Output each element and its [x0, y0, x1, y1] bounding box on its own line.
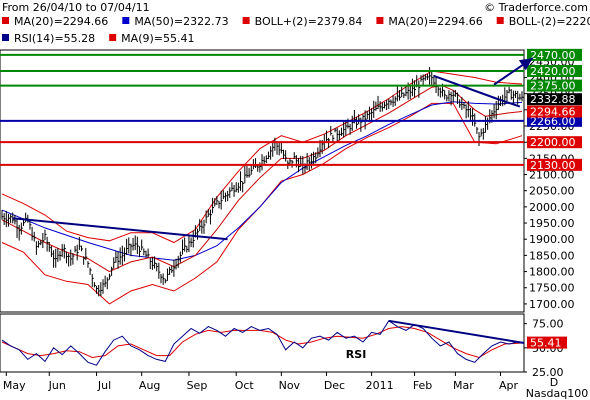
projection-arrow-head	[518, 58, 533, 71]
price-tag-label: 2332.88	[530, 93, 576, 106]
y-tick-label: 1950.00	[529, 217, 575, 230]
legend-swatch	[496, 17, 504, 24]
x-tick-label: Jun	[48, 379, 66, 392]
legend-swatch	[2, 17, 9, 24]
rsi-current-box	[527, 336, 567, 349]
rsi14-line	[1, 320, 523, 366]
rsi-tick-label: 75.00	[532, 318, 564, 331]
rsi-label: RSI	[346, 348, 367, 361]
x-tick-label: Feb	[413, 379, 432, 392]
level-label-box	[527, 114, 582, 127]
y-tick-label: 1850.00	[529, 249, 575, 262]
y-tick-label: 1900.00	[529, 233, 575, 246]
x-tick-label: Jul	[97, 379, 111, 392]
x-axis: May Jun Jul Aug Sep Oct Nov Dec 2011 Feb Mar Apr	[3, 372, 519, 392]
price-tag-box	[527, 105, 582, 118]
legend-entry: RSI(14)=55.28	[14, 32, 95, 45]
price-tag-box	[527, 93, 582, 106]
level-label: 2375.00	[530, 80, 576, 93]
level-label-box	[527, 158, 582, 171]
x-tick-label: May	[3, 379, 26, 392]
y-tick-label: 2000.00	[529, 201, 575, 214]
legend-swatch	[2, 34, 9, 41]
x-tick-label: Oct	[235, 379, 255, 392]
legend-entry: MA(20)=2294.66	[388, 15, 482, 28]
price-plot-area	[0, 49, 525, 313]
indicator-legend-row1: MA(20)=2294.66 MA(50)=2322.73 BOLL+(2)=237…	[2, 15, 590, 28]
x-tick-label: Aug	[139, 379, 160, 392]
legend-swatch	[376, 17, 384, 24]
legend-swatch	[122, 17, 130, 24]
x-tick-label: Mar	[453, 379, 474, 392]
legend-entry: MA(9)=55.41	[121, 32, 194, 45]
level-label-box	[527, 136, 582, 149]
rsi-trendline	[388, 319, 525, 344]
x-tick-label: Nov	[279, 379, 301, 392]
y-tick-label: 1750.00	[529, 282, 575, 295]
legend-entry: BOLL-(2)=2220	[509, 15, 590, 28]
level-label-box	[527, 48, 582, 61]
x-tick-label: Sep	[187, 379, 208, 392]
copyright-label: © Traderforce.com	[484, 1, 588, 14]
y-tick-label: 1700.00	[529, 298, 575, 311]
ohlc-bars	[1, 67, 524, 297]
y-tick-label: 1800.00	[529, 266, 575, 279]
y-tick-label: 2100.00	[529, 169, 575, 182]
rsi-tick-label: 25.00	[532, 366, 564, 379]
period-label: D	[550, 376, 558, 389]
legend-swatch	[109, 34, 117, 41]
level-label: 2420.00	[530, 65, 576, 78]
legend-entry: MA(20)=2294.66	[14, 15, 108, 28]
level-label-box	[527, 79, 582, 92]
instrument-label: Nasdaq100	[526, 387, 588, 400]
chart-header: From 26/04/10 to 07/04/11 © Traderforce.…	[2, 1, 590, 45]
legend-entry: MA(50)=2322.73	[134, 15, 228, 28]
level-label-box	[527, 65, 582, 78]
y-tick-label: 2050.00	[529, 185, 575, 198]
level-label: 2130.00	[530, 159, 576, 172]
price-panel: 1700.00 1750.00 1800.00 1850.00 1900.00 1950.…	[0, 48, 582, 313]
trendline	[433, 74, 521, 108]
legend-entry: BOLL+(2)=2379.84	[255, 15, 363, 28]
rsi-current-label: 55.41	[530, 337, 562, 350]
level-label: 2266.00	[530, 115, 576, 128]
level-label: 2470.00	[530, 49, 576, 62]
level-label: 2200.00	[530, 136, 576, 149]
x-tick-label: 2011	[366, 379, 394, 392]
indicator-legend-row2: RSI(14)=55.28 MA(9)=55.41	[2, 32, 194, 45]
price-tag-label: 2294.66	[530, 106, 576, 119]
x-tick-label: Apr	[499, 379, 519, 392]
legend-swatch	[242, 17, 250, 24]
date-range-label: From 26/04/10 to 07/04/11	[2, 1, 150, 14]
trendline	[12, 217, 228, 241]
x-tick-label: Dec	[324, 379, 345, 392]
